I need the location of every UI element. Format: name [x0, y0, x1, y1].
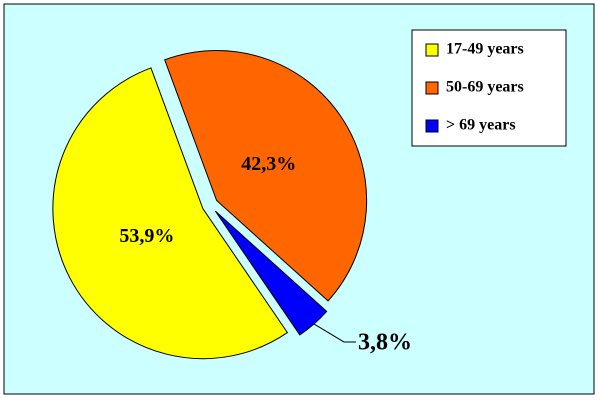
legend-label: 17-49 years	[446, 41, 524, 58]
legend-label: > 69 years	[446, 117, 516, 134]
data-label: 53,9%	[119, 225, 174, 247]
pie-slice	[52, 67, 289, 360]
data-label: 3,8%	[358, 329, 412, 355]
data-label: 42,3%	[241, 153, 296, 175]
legend-swatch	[425, 81, 439, 95]
legend-swatch	[425, 43, 439, 57]
leader-line	[313, 323, 356, 343]
legend-swatch	[425, 119, 439, 133]
legend-label: 50-69 years	[446, 79, 524, 96]
pie-slice	[164, 50, 368, 302]
